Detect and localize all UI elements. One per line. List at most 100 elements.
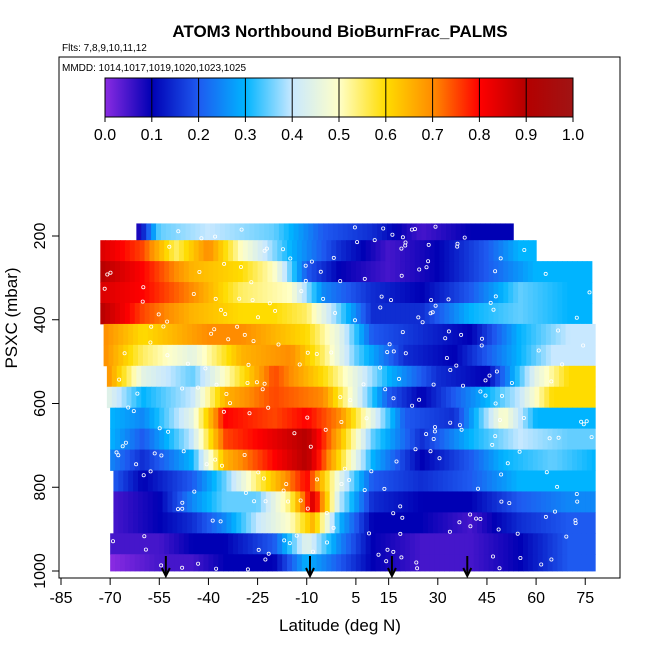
heatmap-cell <box>545 344 552 367</box>
heatmap-cell <box>198 428 205 450</box>
heatmap-cell <box>478 240 485 262</box>
heatmap-cell <box>580 512 586 534</box>
heatmap-cell <box>380 240 386 262</box>
heatmap-cell <box>285 470 291 492</box>
heatmap-cell <box>385 428 391 450</box>
heatmap-cell <box>319 323 326 346</box>
observation-points <box>102 224 594 572</box>
heatmap-cell <box>441 223 447 241</box>
heatmap-cell <box>514 386 521 409</box>
heatmap-cell <box>336 282 342 304</box>
observation-point <box>382 486 387 491</box>
heatmap-cell <box>508 428 514 450</box>
heatmap-cell <box>246 470 252 492</box>
heatmap-cell <box>257 554 264 572</box>
heatmap-cell <box>478 449 485 471</box>
observation-point <box>159 453 164 458</box>
observation-point <box>256 470 261 475</box>
heatmap-cell <box>560 344 567 367</box>
heatmap-cell <box>129 533 136 555</box>
heatmap-cell <box>249 386 255 409</box>
observation-point <box>446 297 451 302</box>
observation-point <box>214 566 219 571</box>
observation-point <box>196 561 201 566</box>
heatmap-cell <box>323 386 329 409</box>
heatmap-cell <box>272 282 278 304</box>
heatmap-cell <box>477 491 483 513</box>
observation-point <box>454 363 459 368</box>
observation-point <box>517 449 522 454</box>
heatmap-cell <box>396 386 403 409</box>
observation-point <box>252 499 257 504</box>
heatmap-cell <box>462 470 468 492</box>
heatmap-cell <box>503 282 509 304</box>
heatmap-cell <box>419 240 426 262</box>
heatmap-cell <box>111 365 118 388</box>
heatmap-cell <box>293 365 300 388</box>
heatmap-cell <box>164 303 170 325</box>
heatmap-cell <box>218 407 224 430</box>
heatmap-cell <box>133 491 139 513</box>
heatmap-cell <box>273 365 280 388</box>
heatmap-cell <box>370 449 377 471</box>
heatmap-cell <box>457 512 463 534</box>
heatmap-cell <box>398 512 404 534</box>
heatmap-cell <box>468 428 475 450</box>
heatmap-cell <box>541 470 547 492</box>
heatmap-cell <box>160 365 167 388</box>
heatmap-band <box>113 512 596 534</box>
observation-point <box>446 329 451 334</box>
heatmap-cell <box>336 261 342 283</box>
heatmap-cell <box>133 470 139 492</box>
heatmap-cell <box>562 303 568 325</box>
heatmap-cell <box>316 554 323 572</box>
heatmap-cell <box>405 303 411 325</box>
heatmap-cell <box>303 365 309 388</box>
colorbar-tick-label: 1.0 <box>562 127 584 144</box>
heatmap-cell <box>409 407 416 430</box>
heatmap-cell <box>214 386 221 409</box>
heatmap-cell <box>581 303 588 325</box>
heatmap-cell <box>334 323 341 346</box>
heatmap-cell <box>318 386 324 409</box>
heatmap-cell <box>106 365 113 388</box>
heatmap-cell <box>468 303 475 325</box>
heatmap-cell <box>583 386 590 409</box>
heatmap-cell <box>549 365 555 388</box>
heatmap-cell <box>454 303 460 325</box>
heatmap-cell <box>527 261 534 283</box>
observation-point <box>400 330 405 335</box>
heatmap-cell <box>572 428 578 450</box>
heatmap-cell <box>196 470 203 492</box>
heatmap-cell <box>370 554 377 572</box>
heatmap-cell <box>442 491 449 513</box>
heatmap-cell <box>174 533 180 555</box>
heatmap-cell <box>342 386 349 409</box>
heatmap-cell <box>113 470 119 492</box>
observation-point <box>483 378 488 383</box>
heatmap-cell <box>323 365 329 388</box>
observation-point <box>117 377 122 382</box>
heatmap-cell <box>491 491 498 513</box>
heatmap-cell <box>113 323 119 346</box>
heatmap-cell <box>169 407 175 430</box>
observation-point <box>284 482 289 487</box>
heatmap-cell <box>527 303 534 325</box>
heatmap-cell <box>192 323 198 346</box>
heatmap-cell <box>264 365 270 388</box>
heatmap-cell <box>247 240 254 262</box>
heatmap-cell <box>403 512 409 534</box>
heatmap-cell <box>162 344 169 367</box>
heatmap-cell <box>444 303 450 325</box>
heatmap-cell <box>577 533 583 555</box>
heatmap-cell <box>567 303 573 325</box>
heatmap-cell <box>262 407 269 430</box>
heatmap-cell <box>103 344 110 367</box>
heatmap-cell <box>501 344 508 367</box>
heatmap-cell <box>205 365 211 388</box>
heatmap-cell <box>454 428 460 450</box>
heatmap-cell <box>511 491 518 513</box>
heatmap-cell <box>133 344 139 367</box>
heatmap-cell <box>527 449 534 471</box>
heatmap-cell <box>513 533 519 555</box>
